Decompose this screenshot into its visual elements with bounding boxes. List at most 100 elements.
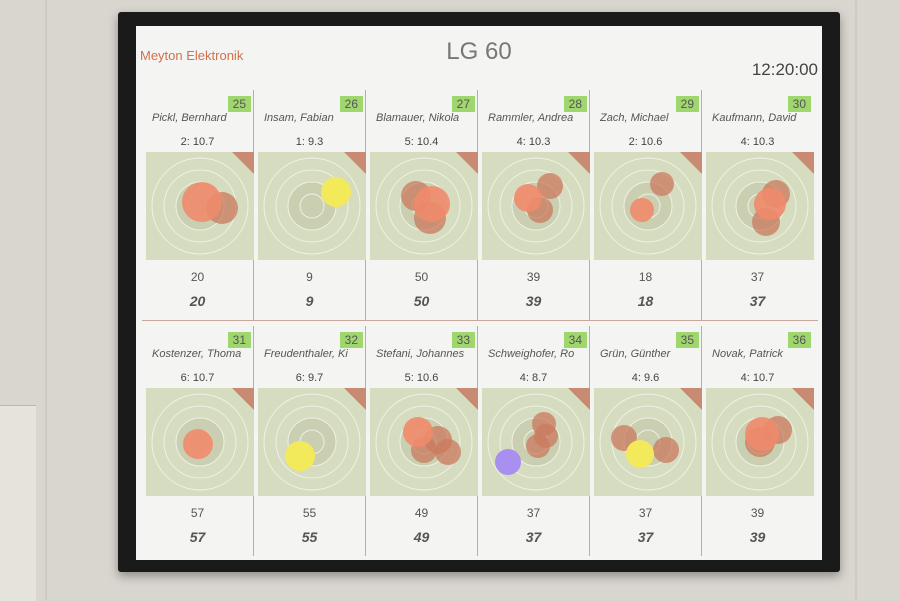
projection-screen-frame: Meyton Elektronik LG 60 12:20:00 25 Pick… [118, 12, 840, 572]
lane-number-badge: 32 [339, 332, 363, 348]
corner-marker [344, 152, 366, 174]
series-score: 39 [526, 270, 541, 284]
series-score: 57 [190, 506, 205, 520]
target-icon [258, 388, 366, 496]
corner-marker [232, 388, 254, 410]
total-score: 18 [637, 293, 654, 309]
lane-number-badge: 33 [451, 332, 475, 348]
shooter-name: Insam, Fabian [264, 112, 334, 124]
target-icon [146, 152, 254, 260]
target-icon [146, 388, 254, 496]
shooter-name: Pickl, Bernhard [152, 112, 227, 124]
wall-panel [0, 405, 36, 601]
shooter-name: Kostenzer, Thoma [152, 348, 242, 360]
total-score: 57 [189, 529, 206, 545]
shooter-card[interactable]: 27 Blamauer, Nikola 5: 10.4 50 [366, 90, 478, 320]
last-shot-value: 4: 9.6 [631, 372, 660, 384]
shooter-card[interactable]: 32 Freudenthaler, Ki 6: 9.7 55 55 [254, 326, 366, 556]
lane-number-badge: 27 [451, 96, 475, 112]
shooter-name: Rammler, Andrea [488, 112, 574, 124]
corner-marker [792, 388, 814, 410]
scoreboard-screen: Meyton Elektronik LG 60 12:20:00 25 Pick… [136, 26, 822, 560]
total-score: 37 [525, 529, 542, 545]
total-score: 9 [305, 293, 314, 309]
row-divider [142, 320, 818, 321]
last-shot-value: 6: 9.7 [295, 372, 324, 384]
series-score: 37 [750, 270, 765, 284]
last-shot-value: 6: 10.7 [180, 372, 215, 384]
last-shot-value: 5: 10.4 [404, 136, 439, 148]
corner-marker [344, 388, 366, 410]
competition-title: LG 60 [446, 38, 512, 65]
corner-marker [568, 388, 590, 410]
shooter-name: Novak, Patrick [712, 348, 783, 360]
clock-display: 12:20:00 [751, 60, 818, 79]
shooter-name: Grün, Günther [600, 348, 671, 360]
last-shot-value: 4: 10.3 [740, 136, 775, 148]
series-score: 55 [302, 506, 317, 520]
shooter-name: Freudenthaler, Ki [264, 348, 348, 360]
last-shot-value: 4: 10.7 [740, 372, 775, 384]
series-score: 18 [638, 270, 653, 284]
target-icon [594, 152, 702, 260]
corner-marker [792, 152, 814, 174]
series-score: 50 [414, 270, 429, 284]
lane-number-badge: 29 [675, 96, 699, 112]
shooter-card[interactable]: 30 Kaufmann, David 4: 10.3 37 [702, 90, 814, 320]
total-score: 37 [749, 293, 766, 309]
corner-marker [232, 152, 254, 174]
target-icon [482, 388, 590, 496]
lane-number-badge: 26 [339, 96, 363, 112]
total-score: 37 [637, 529, 654, 545]
corner-marker [568, 152, 590, 174]
series-score: 37 [526, 506, 541, 520]
shooter-card[interactable]: 28 Rammler, Andrea 4: 10.3 39 [478, 90, 590, 320]
series-score: 49 [414, 506, 429, 520]
shooter-card[interactable]: 34 Schweighofer, Ro 4: 8.7 [478, 326, 590, 556]
shooter-card[interactable]: 25 Pickl, Bernhard 2: 10.7 20 20 [142, 90, 254, 320]
shooter-card[interactable]: 35 Grün, Günther 4: 9.6 37 [590, 326, 702, 556]
total-score: 39 [525, 293, 542, 309]
series-score: 9 [306, 270, 313, 284]
shooter-card[interactable]: 33 Stefani, Johannes 5: 10.6 [366, 326, 478, 556]
shooter-name: Schweighofer, Ro [488, 348, 575, 360]
lane-number-badge: 36 [787, 332, 811, 348]
lane-number-badge: 31 [227, 332, 251, 348]
scoreboard-header: Meyton Elektronik LG 60 12:20:00 [136, 26, 822, 92]
total-score: 20 [189, 293, 206, 309]
last-shot-value: 4: 8.7 [519, 372, 548, 384]
shooter-name: Kaufmann, David [712, 112, 797, 124]
series-score: 20 [190, 270, 205, 284]
last-shot-value: 1: 9.3 [295, 136, 324, 148]
shooter-card[interactable]: 36 Novak, Patrick 4: 10.7 39 [702, 326, 814, 556]
last-shot-value: 4: 10.3 [516, 136, 551, 148]
target-icon [370, 152, 478, 260]
shooter-card[interactable]: 29 Zach, Michael 2: 10.6 18 18 [590, 90, 702, 320]
brand-label: Meyton Elektronik [140, 48, 244, 63]
total-score: 39 [749, 529, 766, 545]
last-shot-value: 5: 10.6 [404, 372, 439, 384]
shooter-card[interactable]: 31 Kostenzer, Thoma 6: 10.7 57 57 [142, 326, 254, 556]
last-shot-value: 2: 10.7 [180, 136, 215, 148]
target-icon [482, 152, 590, 260]
shooter-name: Stefani, Johannes [376, 348, 465, 360]
series-score: 37 [638, 506, 653, 520]
target-icon [370, 388, 478, 496]
lane-number-badge: 28 [563, 96, 587, 112]
target-icon [706, 152, 814, 260]
shooter-card[interactable]: 26 Insam, Fabian 1: 9.3 9 9 [254, 90, 366, 320]
target-icon [594, 388, 702, 496]
corner-marker [456, 152, 478, 174]
total-score: 50 [413, 293, 430, 309]
shooter-name: Zach, Michael [600, 112, 669, 124]
lane-number-badge: 34 [563, 332, 587, 348]
lane-number-badge: 35 [675, 332, 699, 348]
corner-marker [680, 388, 702, 410]
target-icon [706, 388, 814, 496]
series-score: 39 [750, 506, 765, 520]
total-score: 55 [301, 529, 318, 545]
corner-marker [456, 388, 478, 410]
shooter-name: Blamauer, Nikola [376, 112, 460, 124]
total-score: 49 [413, 529, 430, 545]
lane-number-badge: 25 [227, 96, 251, 112]
